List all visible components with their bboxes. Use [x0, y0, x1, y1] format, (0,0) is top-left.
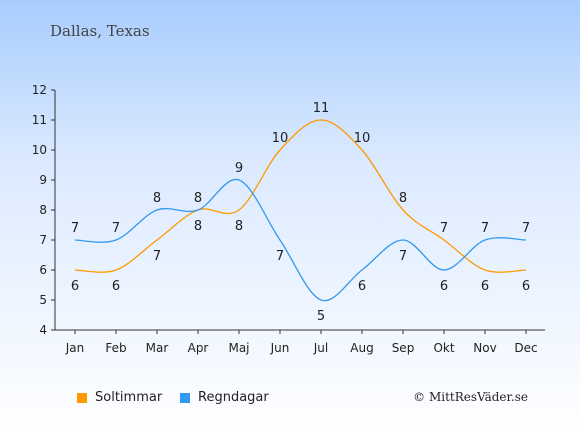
data-label-regndagar: 8	[194, 219, 202, 234]
axes: 4 5 6 7 8 9 10 11 12 Jan Feb Mar Apr Maj Jun Jul Aug Sep O…	[32, 83, 545, 355]
data-label-soltimmar: 11	[313, 101, 330, 116]
legend-swatch-regndagar	[180, 392, 190, 403]
y-tick-label: 8	[39, 203, 47, 217]
legend-item-regndagar: Regndagar	[180, 390, 269, 405]
data-label-soltimmar: 6	[71, 279, 79, 294]
data-label-regndagar: 7	[276, 249, 284, 264]
x-tick-label: Dec	[514, 341, 537, 355]
y-tick-label: 7	[39, 233, 47, 247]
x-tick-label: Jan	[65, 341, 85, 355]
legend-label-soltimmar: Soltimmar	[95, 390, 163, 405]
y-tick-label: 6	[39, 263, 47, 277]
data-label-soltimmar: 8	[399, 191, 407, 206]
data-label-regndagar: 6	[358, 279, 366, 294]
data-label-regndagar: 6	[440, 279, 448, 294]
x-tick-label: Jun	[270, 341, 290, 355]
data-label-soltimmar: 7	[440, 221, 448, 236]
x-tick-label: Sep	[392, 341, 415, 355]
series-line-soltimmar	[74, 119, 527, 273]
x-tick-label: Maj	[228, 341, 249, 355]
x-tick-label: Nov	[473, 341, 496, 355]
data-label-regndagar: 7	[522, 221, 530, 236]
y-tick-label: 11	[32, 113, 47, 127]
x-tick-label: Jul	[313, 341, 328, 355]
x-tick-label: Aug	[350, 341, 373, 355]
data-label-regndagar: 8	[153, 191, 161, 206]
x-tick-label: Okt	[433, 341, 454, 355]
legend-label-regndagar: Regndagar	[198, 390, 269, 405]
chart-title: Dallas, Texas	[50, 22, 150, 40]
data-label-regndagar: 7	[481, 221, 489, 236]
data-label-soltimmar: 8	[235, 219, 243, 234]
series-line-regndagar	[74, 178, 527, 302]
y-tick-label: 5	[39, 293, 47, 307]
data-label-soltimmar: 6	[522, 279, 530, 294]
legend-swatch-soltimmar	[77, 392, 87, 403]
y-tick-label: 9	[39, 173, 47, 187]
data-labels: 6 6 7 8 8 10 11 10 8 7 6 6 7 7 8 8 9 7 5 6 7 6 7 7	[71, 101, 530, 324]
legend-item-soltimmar: Soltimmar	[77, 390, 162, 405]
data-label-regndagar: 5	[317, 309, 325, 324]
credit-link[interactable]: © MittResVäder.se	[413, 390, 528, 404]
data-label-soltimmar: 7	[153, 249, 161, 264]
data-label-soltimmar: 10	[272, 131, 289, 146]
x-tick-label: Feb	[105, 341, 126, 355]
y-tick-label: 4	[39, 323, 47, 337]
y-tick-label: 12	[32, 83, 47, 97]
data-label-soltimmar: 6	[112, 279, 120, 294]
x-tick-label: Mar	[146, 341, 169, 355]
y-tick-label: 10	[32, 143, 47, 157]
data-label-regndagar: 7	[71, 221, 79, 236]
series-lines	[74, 119, 527, 302]
data-label-regndagar: 7	[112, 221, 120, 236]
data-label-soltimmar: 8	[194, 191, 202, 206]
data-label-soltimmar: 6	[481, 279, 489, 294]
data-label-soltimmar: 10	[354, 131, 371, 146]
data-label-regndagar: 7	[399, 249, 407, 264]
data-label-regndagar: 9	[235, 161, 243, 176]
x-tick-label: Apr	[188, 341, 209, 355]
